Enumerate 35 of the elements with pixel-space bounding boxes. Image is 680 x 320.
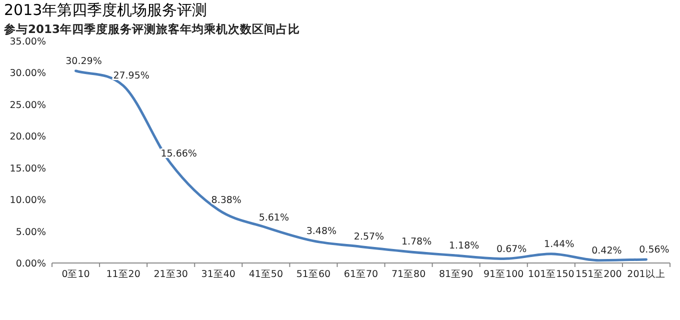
data-label: 30.29%: [66, 56, 102, 67]
y-tick-label: 30.00%: [10, 68, 46, 80]
x-tick-label: 31至40: [201, 269, 236, 280]
x-tick-label: 81至90: [438, 269, 474, 280]
x-tick-label: 51至60: [296, 269, 331, 280]
x-tick-label: 11至20: [106, 269, 140, 280]
data-label: 0.56%: [639, 244, 670, 256]
y-tick-label: 25.00%: [10, 100, 46, 111]
data-label: 1.18%: [448, 240, 480, 252]
chart-subtitle: 参与2013年四季度服务评测旅客年均乘机次数区间占比: [3, 22, 300, 36]
x-tick-label: 71至80: [391, 269, 426, 280]
data-label: 8.38%: [211, 194, 242, 206]
x-tick-label: 201以上: [627, 268, 666, 280]
data-label: 2.57%: [354, 232, 384, 243]
data-label: 1.78%: [401, 236, 432, 248]
y-tick-label: 10.00%: [10, 195, 46, 206]
data-label: 27.95%: [113, 70, 150, 82]
y-tick-label: 20.00%: [10, 132, 46, 143]
data-label: 0.42%: [592, 245, 622, 256]
x-tick-label: 0至10: [62, 269, 90, 280]
y-tick-label: 15.00%: [10, 163, 46, 174]
x-tick-label: 151至200: [576, 269, 622, 280]
data-label: 1.44%: [544, 238, 574, 250]
data-label: 3.48%: [306, 226, 337, 237]
x-tick-label: 61至70: [344, 269, 378, 280]
data-label: 0.67%: [496, 244, 527, 255]
x-tick-label: 41至50: [248, 269, 284, 280]
x-tick-label: 101至150: [528, 269, 574, 280]
y-tick-label: 35.00%: [10, 36, 46, 48]
x-tick-label: 21至30: [154, 269, 188, 280]
y-tick-label: 0.00%: [16, 258, 46, 270]
data-label: 5.61%: [258, 212, 290, 224]
x-tick-label: 91至100: [484, 269, 524, 280]
chart-title: 2013年第四季度机场服务评测: [4, 1, 208, 19]
y-tick-label: 5.00%: [16, 226, 46, 238]
